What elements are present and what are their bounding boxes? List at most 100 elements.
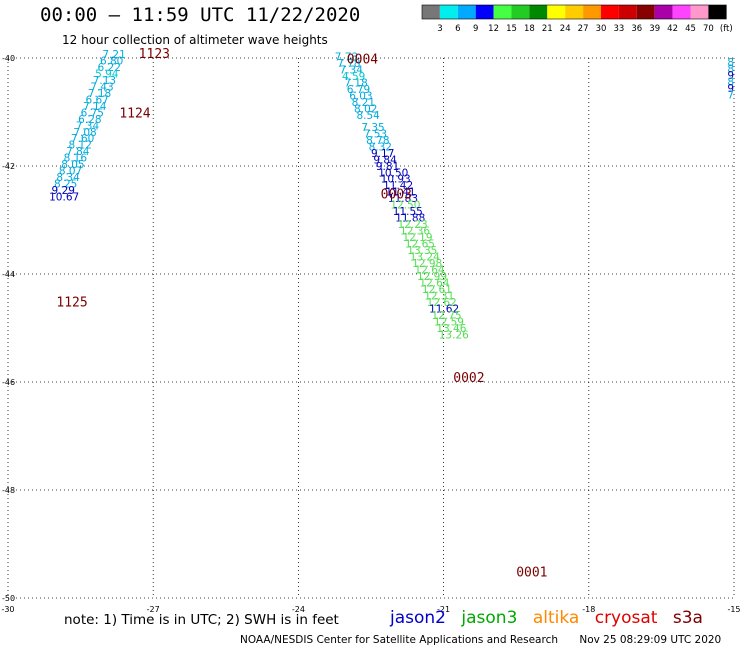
scale-swatch	[439, 5, 458, 19]
scale-swatch	[654, 5, 673, 19]
scale-swatch	[618, 5, 637, 19]
swh-point: 8.02	[354, 104, 377, 116]
x-tick-label: -15	[727, 605, 740, 614]
x-tick-label: -27	[147, 605, 160, 614]
swh-point: 6.75	[81, 107, 104, 119]
scale-label: 21	[542, 24, 553, 34]
swh-point: 8.25	[54, 179, 77, 191]
scale-swatch	[672, 5, 691, 19]
y-tick-label: -40	[2, 54, 15, 63]
swh-point: 9	[727, 70, 734, 82]
swh-point: 10.93	[381, 174, 411, 186]
scale-swatch	[565, 5, 584, 19]
chart-subtitle: 12 hour collection of altimeter wave hei…	[62, 33, 328, 47]
swh-point: 8.21	[352, 97, 375, 109]
swh-point: 6.28	[78, 114, 101, 126]
swh-point: 8	[727, 77, 734, 89]
y-tick-label: -48	[2, 486, 15, 495]
grid-lines	[7, 57, 735, 599]
time-labels: 1123 1124 1125 0004 0003 0002 0001	[56, 47, 547, 580]
swh-point: 7.73	[335, 52, 358, 64]
sat-altika: altika	[532, 608, 580, 628]
swh-point: 12.99	[417, 271, 447, 283]
scale-label: 70	[703, 24, 714, 34]
time-label: 0001	[516, 565, 547, 580]
swh-point: 11.55	[393, 206, 423, 218]
swh-point: 5.94	[95, 68, 119, 80]
swh-point: 8.34	[56, 172, 80, 184]
swh-point: 7.34	[76, 120, 100, 132]
swh-point: 12.59	[434, 316, 464, 328]
scale-swatch	[422, 5, 440, 19]
time-label: 1124	[119, 106, 150, 121]
scale-label: 42	[667, 24, 678, 34]
swh-point: 10.50	[378, 167, 408, 179]
swh-point: 8	[727, 57, 734, 69]
swh-point: 11.42	[383, 180, 413, 192]
note-text: note: 1) Time is in UTC; 2) SWH is in fe…	[64, 612, 339, 628]
swh-point: 6.79	[347, 84, 370, 96]
scale-swatch	[511, 5, 530, 19]
swh-point: 12.36	[400, 226, 430, 238]
time-label: 1125	[56, 295, 87, 310]
swh-point: 7.35	[361, 122, 384, 134]
x-tick-label: -24	[292, 605, 305, 614]
swh-point: 13.35	[407, 245, 437, 257]
swh-point: 6.80	[100, 55, 123, 67]
time-label: 1123	[139, 47, 170, 62]
swh-point: 8.78	[366, 135, 389, 147]
sat-s3a: s3a	[672, 608, 703, 628]
scale-swatch	[583, 5, 601, 19]
swh-point: 9	[727, 83, 734, 95]
swh-point: 11.41	[386, 187, 416, 199]
swh-point: 7	[727, 90, 734, 102]
x-tick-label: -18	[582, 605, 595, 614]
axis-ticks: -30 -27 -24 -21 -18 -15 -40 -42 -44 -46 -48 -50	[1, 54, 740, 614]
swh-point: 7.84	[66, 146, 90, 158]
sat-cryosat: cryosat	[594, 608, 658, 628]
scale-label: (ft)	[720, 24, 733, 34]
swh-point: 8.05	[61, 159, 84, 171]
scale-label: 45	[685, 24, 696, 34]
swh-point: 7.21	[102, 49, 125, 61]
time-label: 0002	[453, 371, 484, 386]
scale-swatch	[690, 5, 709, 19]
swh-point: 12.64	[415, 264, 445, 276]
scale-swatch	[475, 5, 494, 19]
swh-point: 12.19	[402, 232, 432, 244]
swh-point: 13.24	[410, 252, 440, 264]
swh-point: 12.31	[424, 290, 454, 302]
credit-line: NOAA/NESDIS Center for Satellite Applica…	[240, 634, 739, 646]
swh-point: 7.13	[93, 75, 116, 87]
swh-point: 6.22	[98, 62, 121, 74]
swh-point: 12.98	[412, 258, 442, 270]
swh-point: 9.29	[52, 185, 75, 197]
scale-swatch	[708, 5, 727, 19]
swh-point: 12.23	[398, 219, 428, 231]
credit-timestamp: Nov 25 08:29:09 UTC 2020	[579, 634, 722, 646]
scale-swatch	[457, 5, 476, 19]
sat-jason2: jason2	[390, 608, 446, 628]
y-tick-label: -44	[2, 270, 15, 279]
y-tick-label: -46	[2, 378, 15, 387]
swh-point: 12.75	[432, 310, 462, 322]
time-label: 0004	[347, 52, 378, 67]
scale-label: 36	[631, 24, 642, 34]
scale-swatch	[493, 5, 512, 19]
scale-swatch	[547, 5, 566, 19]
swh-point: 8	[727, 64, 734, 76]
credit-agency: NOAA/NESDIS Center for Satellite Applica…	[240, 634, 558, 646]
x-tick-label: -21	[437, 605, 450, 614]
swh-point: 8.32	[369, 141, 392, 153]
scale-label: 9	[473, 24, 478, 34]
swh-point: 7.78	[337, 58, 360, 70]
swh-point: 6.03	[349, 91, 372, 103]
swh-point: 7.34	[340, 65, 364, 77]
swh-point: 11.62	[429, 303, 459, 315]
y-tick-label: -50	[2, 594, 15, 603]
time-label: 0003	[381, 187, 412, 202]
scale-label: 30	[596, 24, 607, 34]
swh-point: 9.81	[376, 161, 399, 173]
swh-point: 10.67	[49, 192, 79, 204]
swh-point: 7.14	[83, 101, 107, 113]
